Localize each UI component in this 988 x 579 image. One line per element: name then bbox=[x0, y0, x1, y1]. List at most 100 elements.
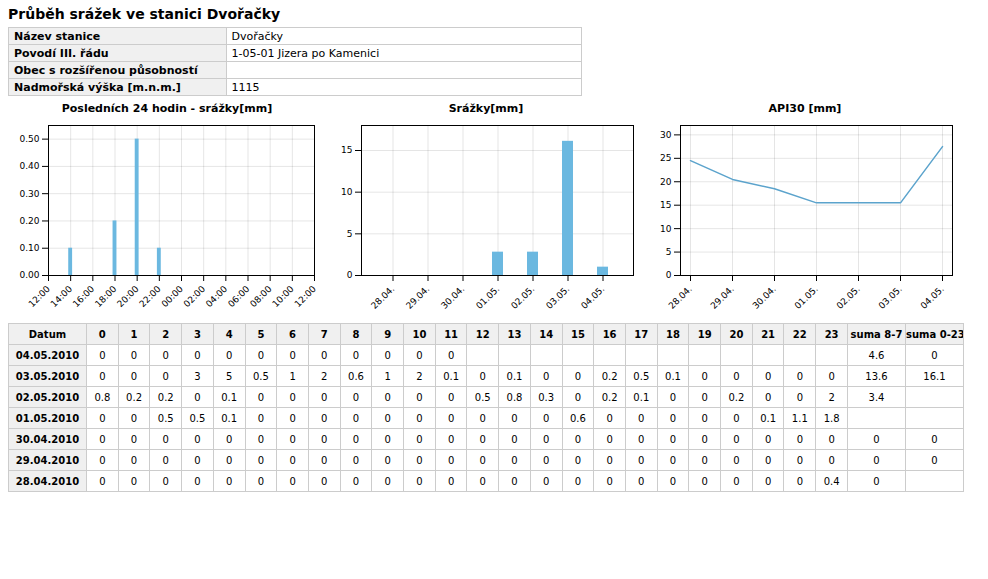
html-text:18: 18 bbox=[666, 328, 680, 340]
svg-text:0.00: 0.00 bbox=[19, 270, 39, 280]
svg-text:25: 25 bbox=[660, 153, 671, 163]
html-text:Název stanice: Název stanice bbox=[14, 29, 101, 43]
svg-text:16:00: 16:00 bbox=[71, 284, 97, 310]
svg-text:01.05.: 01.05. bbox=[474, 284, 501, 311]
html-text:Dvořačky: Dvořačky bbox=[231, 29, 284, 43]
svg-text:02:00: 02:00 bbox=[182, 284, 208, 310]
svg-text:30: 30 bbox=[660, 130, 672, 140]
html-text:0.5: 0.5 bbox=[252, 370, 269, 382]
svg-text:02.05.: 02.05. bbox=[835, 284, 862, 311]
html-text:12: 12 bbox=[475, 328, 490, 340]
html-text:4.6: 4.6 bbox=[868, 349, 885, 361]
html-text:20: 20 bbox=[729, 328, 744, 340]
html-text:0.2: 0.2 bbox=[157, 391, 174, 403]
html-text:0.2: 0.2 bbox=[601, 370, 618, 382]
html-text:Obec s rozšířenou působností: Obec s rozšířenou působností bbox=[14, 63, 198, 77]
html-text:0.3: 0.3 bbox=[538, 391, 555, 403]
svg-text:12:00: 12:00 bbox=[27, 284, 53, 310]
html-text:Povodí III. řádu: Povodí III. řádu bbox=[14, 46, 109, 60]
svg-text:5: 5 bbox=[666, 247, 672, 257]
svg-text:01.05.: 01.05. bbox=[793, 284, 820, 311]
html-text:21: 21 bbox=[761, 328, 776, 340]
svg-text:22:00: 22:00 bbox=[137, 284, 163, 310]
svg-text:28.04.: 28.04. bbox=[667, 284, 694, 311]
html-text:13: 13 bbox=[507, 328, 522, 340]
html-text:Posledních 24 hodin - srážky[m: Posledních 24 hodin - srážky[mm] bbox=[61, 102, 273, 115]
svg-text:04.05.: 04.05. bbox=[919, 284, 946, 311]
html-text:19: 19 bbox=[697, 328, 712, 340]
svg-text:20: 20 bbox=[660, 177, 672, 187]
svg-text:06:00: 06:00 bbox=[226, 284, 252, 310]
html-text:10: 10 bbox=[412, 328, 427, 340]
html-text:04.05.2010: 04.05.2010 bbox=[15, 349, 80, 361]
svg-text:15: 15 bbox=[341, 145, 352, 155]
svg-text:04:00: 04:00 bbox=[204, 284, 230, 310]
html-text:1-05-01 Jizera po Kamenici: 1-05-01 Jizera po Kamenici bbox=[231, 46, 380, 60]
html-text:0.1: 0.1 bbox=[221, 391, 238, 403]
html-text:3.4: 3.4 bbox=[868, 391, 885, 403]
html-text:0.1: 0.1 bbox=[633, 391, 650, 403]
svg-text:0: 0 bbox=[666, 270, 672, 280]
svg-text:15: 15 bbox=[660, 200, 671, 210]
html-text:Srážky[mm]: Srážky[mm] bbox=[448, 102, 524, 115]
html-text:Nadmořská výška [m.n.m.]: Nadmořská výška [m.n.m.] bbox=[14, 80, 181, 94]
svg-text:30.04.: 30.04. bbox=[751, 284, 778, 311]
svg-text:0.30: 0.30 bbox=[19, 189, 39, 199]
svg-text:04.05.: 04.05. bbox=[579, 284, 606, 311]
html-text:0.5: 0.5 bbox=[474, 391, 491, 403]
html-text:13.6: 13.6 bbox=[865, 370, 888, 382]
html-text:23: 23 bbox=[824, 328, 839, 340]
html-text:02.05.2010: 02.05.2010 bbox=[15, 391, 80, 403]
html-text:0.5: 0.5 bbox=[189, 412, 206, 424]
svg-text:30.04.: 30.04. bbox=[439, 284, 466, 311]
html-text:01.05.2010: 01.05.2010 bbox=[15, 412, 80, 424]
svg-text:12:00: 12:00 bbox=[293, 284, 319, 310]
svg-text:28.04.: 28.04. bbox=[369, 284, 396, 311]
svg-text:0.10: 0.10 bbox=[19, 243, 39, 253]
svg-text:03.05.: 03.05. bbox=[544, 284, 571, 311]
svg-text:0.40: 0.40 bbox=[19, 161, 39, 171]
html-text:0.1: 0.1 bbox=[221, 412, 238, 424]
html-text:0.6: 0.6 bbox=[348, 370, 364, 382]
html-text:0.5: 0.5 bbox=[157, 412, 174, 424]
svg-text:10: 10 bbox=[660, 224, 672, 234]
svg-text:20:00: 20:00 bbox=[115, 284, 141, 310]
html-text:0.6: 0.6 bbox=[569, 412, 586, 424]
svg-text:18:00: 18:00 bbox=[93, 284, 119, 310]
html-text:0.2: 0.2 bbox=[728, 391, 745, 403]
html-text:0.1: 0.1 bbox=[665, 370, 681, 382]
svg-text:0: 0 bbox=[347, 270, 353, 280]
svg-text:10:00: 10:00 bbox=[270, 284, 296, 310]
svg-text:0.20: 0.20 bbox=[19, 216, 39, 226]
html-text:16: 16 bbox=[602, 328, 617, 340]
html-text:16.1: 16.1 bbox=[923, 370, 946, 382]
svg-text:03.05.: 03.05. bbox=[877, 284, 904, 311]
html-text:Datum: Datum bbox=[28, 328, 67, 340]
html-text:Průběh srážek ve stanici Dvořa: Průběh srážek ve stanici Dvořačky bbox=[8, 6, 281, 22]
html-text:11: 11 bbox=[444, 328, 458, 340]
html-text:17: 17 bbox=[634, 328, 649, 340]
html-text:0.2: 0.2 bbox=[126, 391, 142, 403]
svg-text:5: 5 bbox=[347, 229, 353, 239]
html-text:22: 22 bbox=[792, 328, 807, 340]
html-text:0.8: 0.8 bbox=[506, 391, 523, 403]
html-text:API30 [mm]: API30 [mm] bbox=[768, 102, 842, 115]
html-text:0.8: 0.8 bbox=[94, 391, 111, 403]
html-text:0.1: 0.1 bbox=[443, 370, 459, 382]
html-text:03.05.2010: 03.05.2010 bbox=[15, 370, 80, 382]
svg-text:10: 10 bbox=[341, 187, 353, 197]
svg-text:29.04.: 29.04. bbox=[709, 284, 736, 311]
svg-text:02.05.: 02.05. bbox=[509, 284, 536, 311]
svg-text:14:00: 14:00 bbox=[49, 284, 75, 310]
html-text:0.5: 0.5 bbox=[633, 370, 650, 382]
html-text:15: 15 bbox=[570, 328, 585, 340]
svg-text:08:00: 08:00 bbox=[248, 284, 274, 310]
html-text:0.1: 0.1 bbox=[506, 370, 523, 382]
html-text:14: 14 bbox=[539, 328, 554, 340]
html-text:0.2: 0.2 bbox=[601, 391, 618, 403]
html-text:suma 8-7 suma 0-23: suma 8-7 suma 0-23 bbox=[850, 328, 965, 340]
svg-text:00:00: 00:00 bbox=[160, 284, 186, 310]
svg-text:0.50: 0.50 bbox=[19, 134, 39, 144]
html-text:1115: 1115 bbox=[231, 80, 260, 94]
svg-text:29.04.: 29.04. bbox=[404, 284, 431, 311]
